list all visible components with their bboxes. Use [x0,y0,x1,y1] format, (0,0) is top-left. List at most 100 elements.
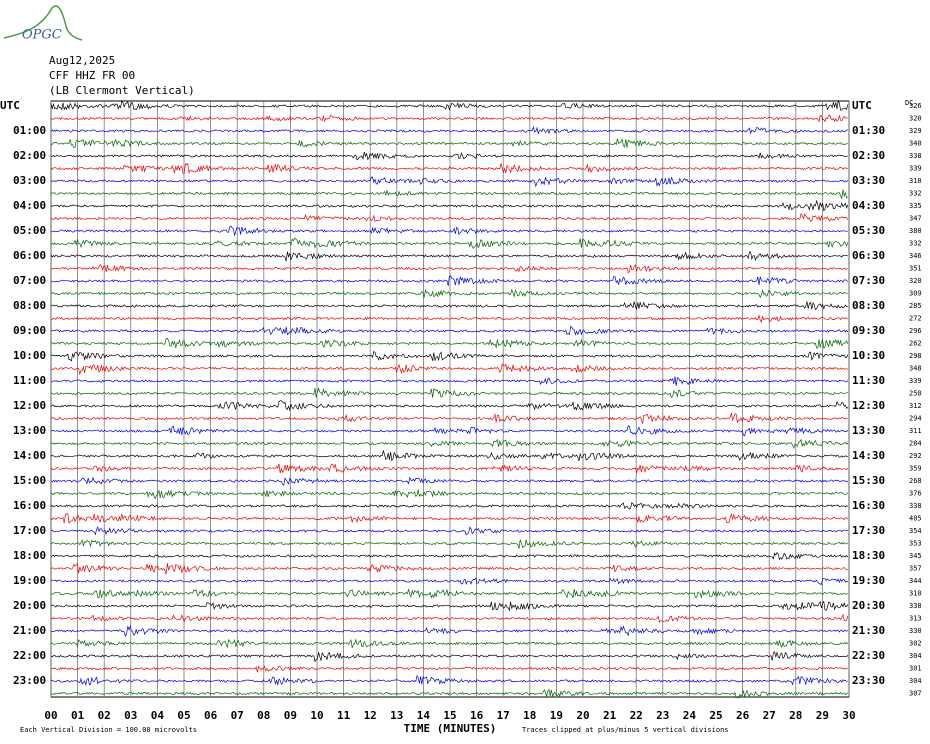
dc-value: 335 [909,202,922,210]
x-axis-label: TIME (MINUTES) [404,722,497,735]
dc-value: 309 [909,290,922,298]
x-tick-label: 25 [709,709,722,722]
right-hour-label: 03:30 [852,174,885,187]
x-tick-label: 09 [284,709,297,722]
left-hour-label: 09:00 [13,324,46,337]
dc-value: 302 [909,640,922,648]
x-tick-label: 03 [124,709,137,722]
trace [50,665,849,673]
dc-value: 351 [909,265,922,273]
dc-value: 339 [909,165,922,173]
right-hour-label: 14:30 [852,449,885,462]
trace [50,338,849,349]
dc-value: 310 [909,177,922,185]
trace [50,325,849,336]
dc-value: 301 [909,665,922,673]
x-tick-label: 16 [470,709,484,722]
trace [50,363,848,376]
left-hour-label: UTC [0,99,20,112]
dc-value: 250 [909,390,922,398]
x-tick-label: 24 [683,709,697,722]
left-hour-label: 18:00 [13,549,46,562]
right-hour-label: 01:30 [852,124,885,137]
trace [50,251,848,262]
left-hour-label: 06:00 [13,249,46,262]
right-hour-label: 07:30 [852,274,885,287]
dc-value: 357 [909,565,922,573]
x-tick-label: 01 [71,709,85,722]
dc-value: 294 [909,415,922,423]
right-hour-label: 05:30 [852,224,885,237]
trace [50,539,849,549]
x-tick-label: 20 [576,709,589,722]
left-hour-label: 16:00 [13,499,46,512]
trace [50,387,848,399]
trace [50,463,849,474]
dc-value: 347 [909,215,922,223]
date: Aug12,2025 [49,54,115,67]
dc-value: 405 [909,515,922,523]
trace [50,489,849,500]
dc-value: 348 [909,365,922,373]
left-hour-label: 07:00 [13,274,46,287]
trace [50,125,848,135]
left-hour-label: 22:00 [13,649,46,662]
dc-value: 329 [909,127,922,135]
left-hour-label: 11:00 [13,374,46,387]
dc-value: 346 [909,252,922,260]
right-hour-label: 19:30 [852,574,885,587]
left-hour-label: 04:00 [13,199,46,212]
left-hour-label: 01:00 [13,124,46,137]
dc-value: 262 [909,340,922,348]
x-tick-label: 17 [497,709,510,722]
right-hour-label: 22:30 [852,649,885,662]
dc-value: 272 [909,315,922,323]
dc-value: 339 [909,377,922,385]
trace [50,502,849,510]
x-tick-label: 15 [443,709,456,722]
x-tick-label: 30 [842,709,855,722]
dc-value: 307 [909,690,922,698]
x-tick-label: 10 [310,709,323,722]
x-tick-label: 23 [656,709,669,722]
location: (LB Clermont Vertical) [49,84,195,97]
dc-value: 320 [909,115,922,123]
left-hour-label: 21:00 [13,624,46,637]
trace [50,688,849,699]
right-hour-label: 18:30 [852,549,885,562]
x-tick-label: 07 [231,709,244,722]
trace [50,199,849,212]
trace [50,450,848,462]
footer-right: Traces clipped at plus/minus 5 vertical … [522,726,729,734]
trace [50,189,849,200]
right-hour-label: 10:30 [852,349,885,362]
x-tick-label: 21 [603,709,617,722]
left-hour-label: 05:00 [13,224,46,237]
dc-value: 304 [909,677,922,685]
trace [50,400,849,412]
logo: OPGC [22,28,62,43]
left-hour-label: 17:00 [13,524,46,537]
x-tick-label: 14 [417,709,431,722]
left-hour-label: 14:00 [13,449,46,462]
dc-header: DC [905,99,913,107]
dc-value: 292 [909,452,922,460]
trace [50,237,849,249]
dc-value: 312 [909,402,922,410]
dc-value: 354 [909,527,922,535]
trace [50,674,848,687]
left-hour-label: 03:00 [13,174,46,187]
left-hour-label: 02:00 [13,149,46,162]
trace [50,613,849,624]
left-hour-label: 19:00 [13,574,46,587]
dc-value: 298 [909,352,922,360]
trace [50,638,849,649]
dc-value: 338 [909,152,922,160]
trace [50,263,848,274]
trace [50,526,848,536]
x-tick-label: 11 [337,709,351,722]
right-hour-label: 12:30 [852,399,885,412]
trace [50,275,849,286]
trace [50,176,849,188]
